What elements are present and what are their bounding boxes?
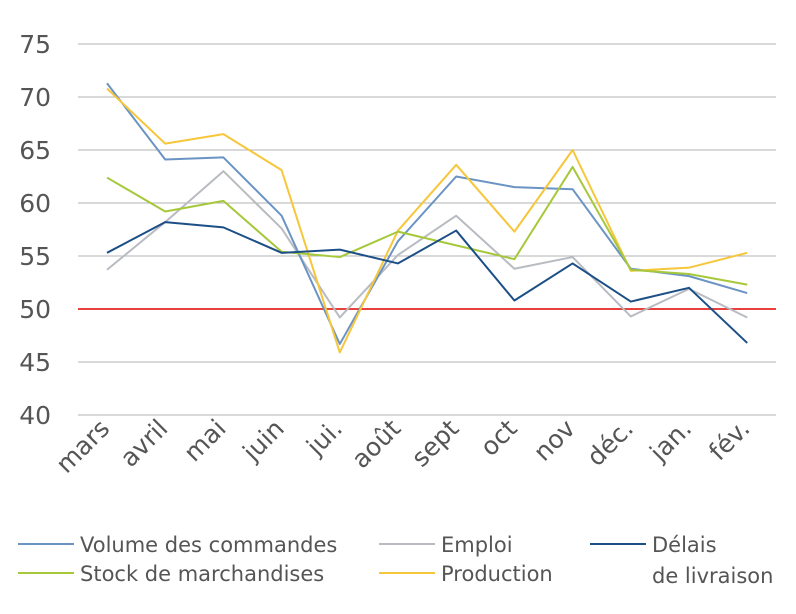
x-tick-label: oct: [475, 414, 523, 462]
series-line-4: [106, 87, 748, 354]
series-line-3: [106, 165, 748, 286]
legend-label-production: Production: [441, 562, 553, 586]
series-lines: [106, 82, 748, 354]
x-tick-label: nov: [528, 414, 581, 467]
legend: Volume des commandes Emploi Délais de li…: [18, 533, 773, 588]
x-tick-label: juin: [236, 414, 289, 467]
series-line-2: [106, 221, 748, 344]
grid-lines: [78, 43, 776, 416]
legend-label-delais-line1: Délais: [652, 533, 717, 557]
x-tick-label: avril: [115, 414, 174, 473]
x-tick-label: mars: [50, 414, 115, 479]
legend-label-delais-line2: de livraison: [652, 564, 773, 588]
y-tick-label: 55: [19, 242, 51, 271]
x-tick-label: sept: [406, 414, 465, 473]
x-tick-label: déc.: [581, 414, 639, 472]
legend-label-volume: Volume des commandes: [80, 533, 337, 557]
series-line-0: [106, 82, 748, 345]
y-tick-label: 75: [19, 30, 51, 59]
legend-label-emploi: Emploi: [441, 533, 513, 557]
y-tick-label: 45: [19, 348, 51, 377]
x-tick-label: fév.: [703, 414, 755, 466]
x-tick-label: jui.: [300, 414, 348, 462]
y-tick-label: 65: [19, 136, 51, 165]
y-axis-ticks: 40 45 50 55 60 65 70 75: [19, 30, 51, 430]
x-tick-label: mai: [178, 414, 231, 467]
x-tick-label: août: [346, 414, 406, 474]
y-tick-label: 50: [19, 295, 51, 324]
y-tick-label: 70: [19, 83, 51, 112]
y-tick-label: 40: [19, 401, 51, 430]
y-tick-label: 60: [19, 189, 51, 218]
series-line-1: [106, 170, 748, 319]
x-axis-ticks: mars avril mai juin jui.août sept oct nov déc. ja…: [50, 414, 755, 479]
x-tick-label: jan.: [643, 414, 697, 468]
legend-label-stock: Stock de marchandises: [80, 562, 324, 586]
